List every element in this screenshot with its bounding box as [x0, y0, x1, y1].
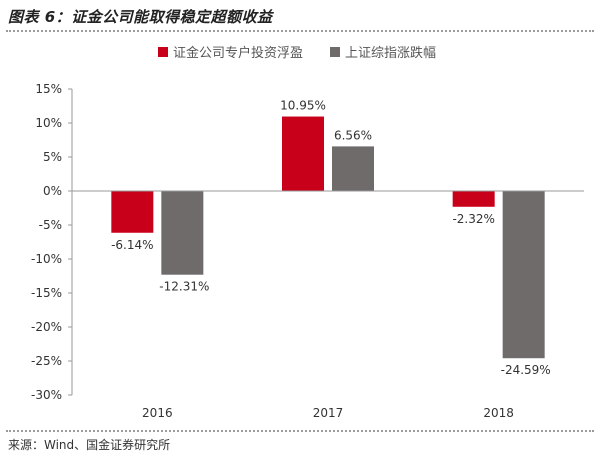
data-label: -2.32% — [452, 212, 494, 226]
chart-title: 图表 6：证金公司能取得稳定超额收益 — [8, 8, 273, 26]
bar-2016-series-1 — [111, 191, 154, 233]
title-divider — [6, 30, 594, 32]
y-tick-label: 15% — [35, 82, 62, 96]
bar-2017-series-2 — [332, 146, 374, 191]
legend-swatch-1 — [158, 47, 168, 57]
bar-2016-series-2 — [161, 191, 204, 275]
data-label: 10.95% — [280, 99, 326, 113]
y-tick-label: -5% — [39, 218, 62, 232]
y-tick-label: -30% — [31, 388, 62, 402]
y-tick-label: -10% — [31, 252, 62, 266]
y-tick-label: 5% — [43, 150, 62, 164]
data-label: -24.59% — [501, 363, 551, 377]
source-note: 来源：Wind、国金证券研究所 — [8, 438, 171, 452]
bar-2018-series-2 — [502, 191, 545, 359]
x-tick-label: 2016 — [142, 406, 173, 420]
bar-2018-series-1 — [452, 191, 495, 207]
y-tick-label: 0% — [43, 184, 62, 198]
y-tick-label: -20% — [31, 320, 62, 334]
y-tick-label: 10% — [35, 116, 62, 130]
data-label: -12.31% — [159, 280, 209, 294]
data-label: -6.14% — [111, 238, 153, 252]
x-tick-label: 2018 — [483, 406, 514, 420]
x-tick-label: 2017 — [313, 406, 344, 420]
footer-divider — [6, 430, 594, 432]
legend-label-2: 上证综指涨跌幅 — [345, 45, 436, 61]
bar-2017-series-1 — [282, 116, 324, 191]
data-label: 6.56% — [334, 128, 372, 142]
bar-chart: 15% 10% 5% 0% -5% -10% -15% -20% -25% -30% -6.14% -… — [31, 45, 584, 420]
legend-swatch-2 — [330, 47, 340, 57]
y-tick-label: -15% — [31, 286, 62, 300]
y-tick-label: -25% — [31, 354, 62, 368]
legend-label-1: 证金公司专户投资浮盈 — [173, 45, 303, 61]
